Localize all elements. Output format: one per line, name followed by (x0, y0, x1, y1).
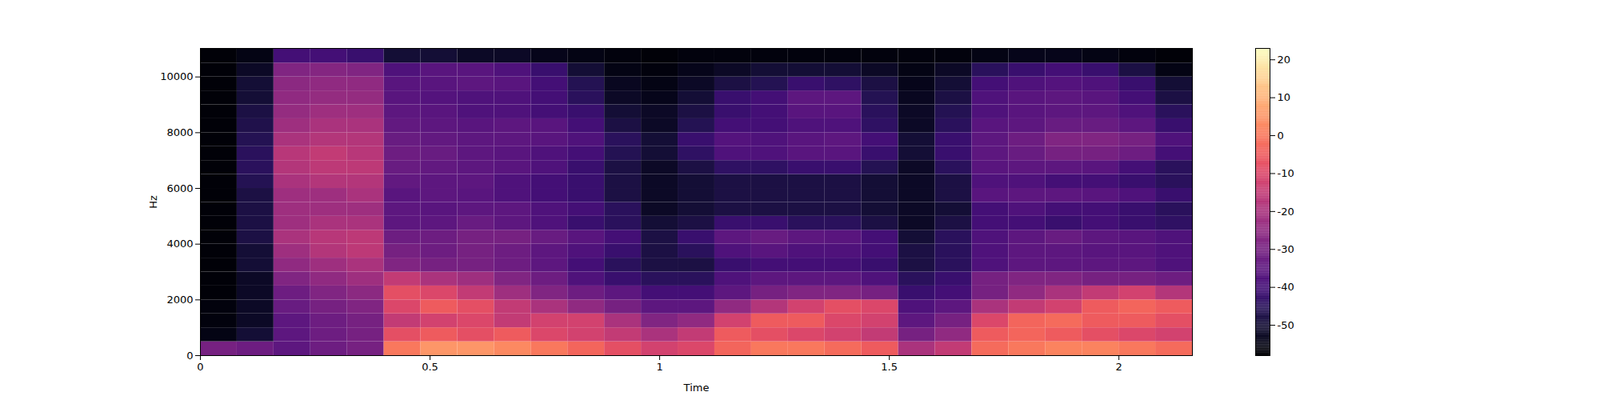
svg-text:0: 0 (1277, 129, 1284, 142)
svg-text:10000: 10000 (160, 70, 193, 83)
svg-text:4000: 4000 (166, 237, 193, 250)
svg-text:8000: 8000 (166, 126, 193, 139)
svg-text:2000: 2000 (166, 293, 193, 306)
svg-text:0.5: 0.5 (421, 360, 439, 373)
svg-text:-30: -30 (1277, 243, 1295, 256)
svg-text:-50: -50 (1277, 319, 1295, 332)
svg-text:0: 0 (186, 349, 193, 362)
svg-text:0: 0 (196, 360, 204, 373)
svg-text:-20: -20 (1277, 205, 1295, 218)
svg-text:-40: -40 (1277, 280, 1295, 293)
svg-text:Time: Time (683, 381, 710, 394)
svg-text:10: 10 (1277, 91, 1292, 104)
svg-text:-10: -10 (1277, 167, 1295, 180)
svg-text:1: 1 (656, 360, 663, 373)
svg-text:20: 20 (1277, 53, 1292, 66)
svg-text:Hz: Hz (147, 195, 160, 209)
svg-text:1.5: 1.5 (880, 360, 898, 373)
svg-text:2: 2 (1116, 360, 1123, 373)
svg-text:6000: 6000 (166, 182, 193, 195)
